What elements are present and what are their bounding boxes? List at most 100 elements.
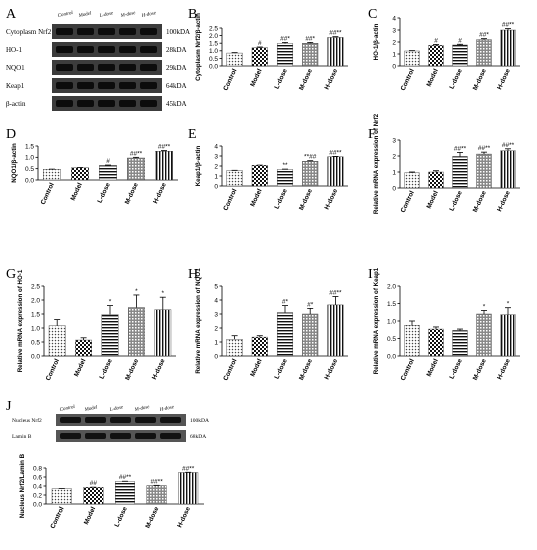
bar-control [43,169,61,181]
row-label: Keap1 [6,82,25,90]
y-tick-label: 0 [214,353,218,360]
kda-label: 100kDA [190,418,209,424]
y-axis-label: Relative mRNA expression of Keap1 [373,267,380,374]
bar-h-dose [500,314,516,357]
bar-m-dose [476,153,492,189]
bar-chart-i: 0.0 0.5 1.0 1.5 2.0 Relative mRNA expression … [373,267,520,382]
bar-control [404,172,420,189]
significance-label: ** [282,162,288,169]
bar-m-dose [476,313,492,357]
y-axis-label: Keap1/β-actin [195,145,202,186]
blot-band [56,64,73,71]
x-tick-label: Model [426,358,440,378]
bar-model [75,339,92,357]
blot-band [77,28,94,35]
western-blot-j: Control Model L-dose M-dose H-dose Nucleus Nr… [12,405,209,442]
x-tick-label: M-dose [298,358,314,382]
x-tick-label: Control [45,358,61,382]
y-tick-label: 0 [214,183,218,190]
panel-letter-f: F [368,127,376,142]
significance-label: ##** [329,149,342,156]
significance-label: ##** [158,144,171,151]
blot-band [140,82,157,89]
significance-label: ##** [119,474,132,481]
blot-band [110,417,131,423]
x-tick-label: Model [83,506,97,526]
significance-label: #* [307,301,314,308]
blot-band [119,64,136,71]
significance-label: ##** [478,145,491,152]
y-tick-label: 1.5 [209,41,218,48]
blot-band [85,417,106,423]
significance-label: * [483,304,486,311]
row-label: NQO1 [6,64,25,72]
bar-control [51,488,72,505]
bar-model [251,165,268,187]
x-tick-label: Model [249,68,263,88]
lane-label: Model [83,405,98,413]
kda-label: 28kDA [166,46,187,54]
x-tick-label: Control [400,68,416,92]
blot-band [77,82,94,89]
x-tick-label: H-dose [496,358,512,381]
x-tick-label: L-dose [448,358,464,381]
x-tick-label: H-dose [176,506,192,529]
x-tick-label: L-dose [273,68,289,91]
bar-l-dose [276,169,294,187]
lane-label: Control [57,11,74,19]
y-tick-label: 0.0 [25,177,34,184]
significance-label: ## [90,480,98,487]
x-tick-label: M-dose [472,190,488,214]
significance-label: * [109,299,112,306]
y-axis-label: NQO1/β-actin [11,143,18,183]
bar-l-dose [101,314,119,357]
lane-label: H-dose [158,405,175,413]
significance-label: **## [304,154,317,161]
significance-label: ##** [182,465,195,472]
significance-label: ##** [502,22,515,29]
x-tick-label: Model [426,68,440,88]
y-tick-label: 3 [392,137,396,144]
y-axis-label: Nucleus Nrf2/Lamin B [19,453,26,518]
x-tick-label: Model [73,358,87,378]
blot-band [77,46,94,53]
x-tick-label: M-dose [472,68,488,92]
blot-band [56,46,73,53]
panel-letter-a: A [6,7,17,22]
blot-band [119,82,136,89]
y-tick-label: 0 [392,63,396,70]
y-tick-label: 2 [392,153,396,160]
blot-band [119,46,136,53]
x-tick-label: L-dose [113,506,129,529]
x-tick-label: L-dose [98,358,114,381]
x-tick-label: L-dose [273,358,289,381]
blot-band [77,100,94,107]
x-tick-label: Control [222,358,238,382]
bar-m-dose [476,39,492,67]
y-axis-label: Relative mRNA expression of Nrf2 [373,113,380,214]
bar-l-dose [276,312,294,357]
significance-label: # [458,37,462,44]
bar-control [404,50,420,67]
significance-label: * [507,301,510,308]
y-tick-label: 0 [392,185,396,192]
x-tick-label: H-dose [324,68,340,91]
bar-chart-g: 0.0 0.5 1.0 1.5 2.0 2.5 Relative mRNA expressi… [17,269,176,382]
bar-model [428,328,444,357]
bar-model [251,47,268,67]
bar-chart-b: 0.00.51.01.52.02.5 Cytoplasm Nrf2/β-actin… [195,13,348,92]
x-tick-label: Model [426,190,440,210]
bar-h-dose [500,150,516,189]
x-tick-label: Control [222,188,238,212]
panel-letter-g: G [6,267,16,282]
bar-m-dose [302,313,319,357]
y-tick-label: 0.4 [33,483,42,490]
blot-band [56,82,73,89]
bar-model [428,171,444,189]
blot-band [110,433,131,439]
blot-band [160,417,181,423]
y-tick-label: 2.0 [31,297,40,304]
x-tick-label: M-dose [298,188,314,212]
row-label: Nucleus Nrf2 [12,417,42,424]
bar-h-dose [155,151,173,181]
